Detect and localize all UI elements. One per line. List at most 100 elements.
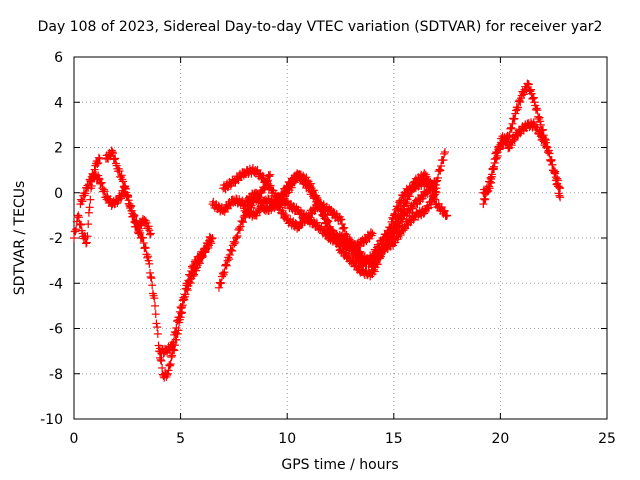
data-point-fill [80,191,89,200]
data-point-fill [398,209,407,218]
data-point-fill [90,165,99,174]
data-point-fill [541,136,550,145]
data-point-fill [141,244,150,253]
data-point-fill [303,180,312,189]
data-point-fill [198,252,207,261]
data-point-fill [147,274,156,283]
data-point-fill [353,251,362,260]
data-point-fill [554,182,563,191]
data-point-fill [97,178,106,187]
data-point-fill [116,194,125,203]
data-point [536,120,545,129]
data-point [70,234,78,242]
data-point-fill [145,259,154,268]
y-tick-label: -6 [49,322,63,338]
data-point-fill [324,217,333,226]
data-point-fill [328,226,337,235]
data-point-fill [94,158,103,167]
data-point [206,234,215,242]
data-point-fill [516,98,525,107]
data-point-fill [526,85,535,94]
data-point [151,301,160,310]
data-point-fill [84,208,93,217]
data-point-fill [282,183,291,192]
data-point-fill [431,187,440,196]
data-point-fill [396,231,405,240]
data-point [82,238,91,247]
data-point-fill [437,161,446,170]
data-point-fill [218,272,227,281]
data-point-fill [300,176,309,185]
data-point-fill [281,210,290,219]
data-point-fill [305,182,314,191]
data-point-fill [553,174,562,183]
data-point-fill [538,126,547,135]
y-axis-label: SDTVAR / TECUs [12,180,28,296]
x-tick-label: 5 [176,431,185,447]
data-point-fill [220,268,229,277]
data-point-fill [84,183,93,192]
data-point-fill [146,272,155,281]
data-point-fill [169,338,178,347]
data-point-fill [175,307,184,316]
data-point-fill [157,356,166,365]
data-point-fill [158,363,167,372]
data-point-fill [109,149,118,158]
data-point-fill [111,154,120,163]
data-point-fill [192,266,201,275]
data-point-fill [367,231,376,240]
data-point-fill [165,361,174,370]
chart-title: Day 108 of 2023, Sidereal Day-to-day VTE… [37,19,603,35]
data-point-fill [489,164,498,173]
data-point-fill [553,176,562,185]
data-point-fill [533,106,542,115]
data-point-fill [129,210,138,219]
data-point-fill [235,224,244,233]
data-point-fill [323,216,332,225]
data-point-fill [281,187,290,196]
data-point-fill [110,155,119,164]
data-point-fill [186,279,195,288]
y-tick-label: 6 [54,50,63,66]
data-point-fill [153,329,162,338]
data-point-fill [555,191,564,200]
data-point-fill [424,204,433,213]
data-point-fill [440,206,449,215]
data-point [74,211,83,220]
data-point-fill [532,104,541,113]
data-point [121,184,130,193]
data-point-fill [548,160,557,169]
data-point-fill [514,103,523,112]
data-point-fill [148,281,157,290]
data-point [163,369,172,378]
data-point-fill [164,366,173,375]
data-point-fill [225,250,234,259]
data-point-fill [148,289,157,298]
data-point-fill [418,194,427,203]
data-point-fill [551,167,560,176]
data-point-fill [165,361,174,370]
data-point-fill [490,155,499,164]
data-point-fill [255,207,264,216]
data-point-fill [308,187,317,196]
data-point-fill [117,171,126,180]
data-point-fill [408,184,417,193]
data-point-fill [87,177,96,186]
data-point [504,132,513,141]
data-point-fill [436,166,445,175]
data-point [556,184,565,193]
data-point-fill [151,310,160,319]
data-point-fill [328,227,337,236]
data-point-fill [235,226,244,235]
data-point-fill [345,238,354,247]
data-point-fill [487,172,496,181]
data-point-fill [172,323,181,332]
data-point-fill [545,149,554,158]
data-point-fill [146,230,155,239]
data-point-fill [230,239,239,248]
data-point-fill [392,219,401,228]
data-point-fill [78,197,87,206]
data-point-fill [100,187,109,196]
data-point-fill [167,353,176,362]
data-point-fill [480,195,489,204]
